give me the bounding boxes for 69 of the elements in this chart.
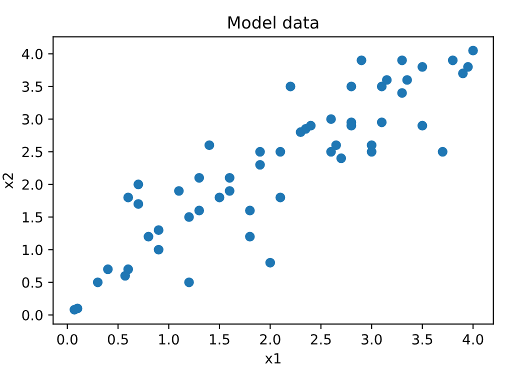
point (376, 82, 387, 92)
point (224, 173, 234, 183)
point (184, 212, 194, 222)
point (194, 206, 204, 216)
point (103, 264, 113, 274)
x-tick-label: 0.0 (57, 334, 78, 345)
point (376, 118, 387, 128)
point (133, 180, 144, 190)
point (154, 244, 164, 255)
point (286, 82, 296, 92)
point (417, 62, 428, 72)
y-axis-title: x2 (2, 173, 13, 189)
point (397, 88, 407, 98)
point (174, 186, 184, 196)
point (402, 75, 412, 85)
point (346, 82, 356, 92)
point (204, 140, 214, 150)
point (438, 146, 448, 157)
x-tick-label: 3.5 (412, 334, 432, 345)
y-tick-label: 2.0 (22, 179, 42, 190)
x-tick-label: 2.5 (310, 334, 331, 345)
point (245, 232, 255, 242)
point (382, 75, 392, 85)
point (265, 258, 276, 268)
point (458, 68, 468, 78)
point (397, 55, 407, 66)
chart-title: Model data (228, 16, 318, 29)
point (448, 55, 458, 66)
y-tick-label: 1.5 (22, 212, 42, 223)
point (366, 146, 376, 157)
y-tick-label: 4.0 (22, 48, 42, 60)
x-tick-label: 0.5 (108, 334, 128, 345)
point (144, 232, 154, 242)
point (194, 173, 204, 183)
point (214, 192, 224, 202)
y-tick-label: 2.5 (22, 146, 42, 158)
point (92, 277, 103, 288)
x-tick-label: 1.0 (159, 334, 179, 345)
y-tick-label: 0.0 (22, 310, 42, 320)
point (417, 120, 428, 130)
point (326, 114, 336, 124)
point (255, 146, 265, 157)
point (331, 140, 341, 150)
y-tick-label: 1.0 (22, 244, 42, 256)
point (326, 146, 336, 157)
point (463, 62, 473, 72)
y-tick-label: 3.5 (22, 81, 42, 92)
y-tick-label: 3.0 (22, 114, 42, 125)
point (245, 206, 255, 216)
x-tick-label: 3.0 (362, 334, 382, 345)
point (275, 146, 286, 157)
point (356, 55, 366, 66)
x-axis-title: x1 (265, 353, 280, 364)
x-tick-label: 2.0 (260, 334, 280, 345)
point (224, 186, 234, 196)
point (336, 153, 346, 164)
x-tick-label: 4.0 (462, 334, 484, 345)
point (72, 304, 82, 314)
point (123, 192, 134, 202)
point (255, 160, 265, 170)
x-tick-label: 1.5 (210, 334, 230, 345)
y-tick-label: 0.5 (22, 277, 42, 288)
point (133, 199, 144, 209)
point (184, 277, 194, 288)
point (468, 46, 478, 56)
point (275, 192, 286, 202)
point (306, 120, 316, 130)
point (123, 264, 134, 274)
point (154, 225, 164, 235)
